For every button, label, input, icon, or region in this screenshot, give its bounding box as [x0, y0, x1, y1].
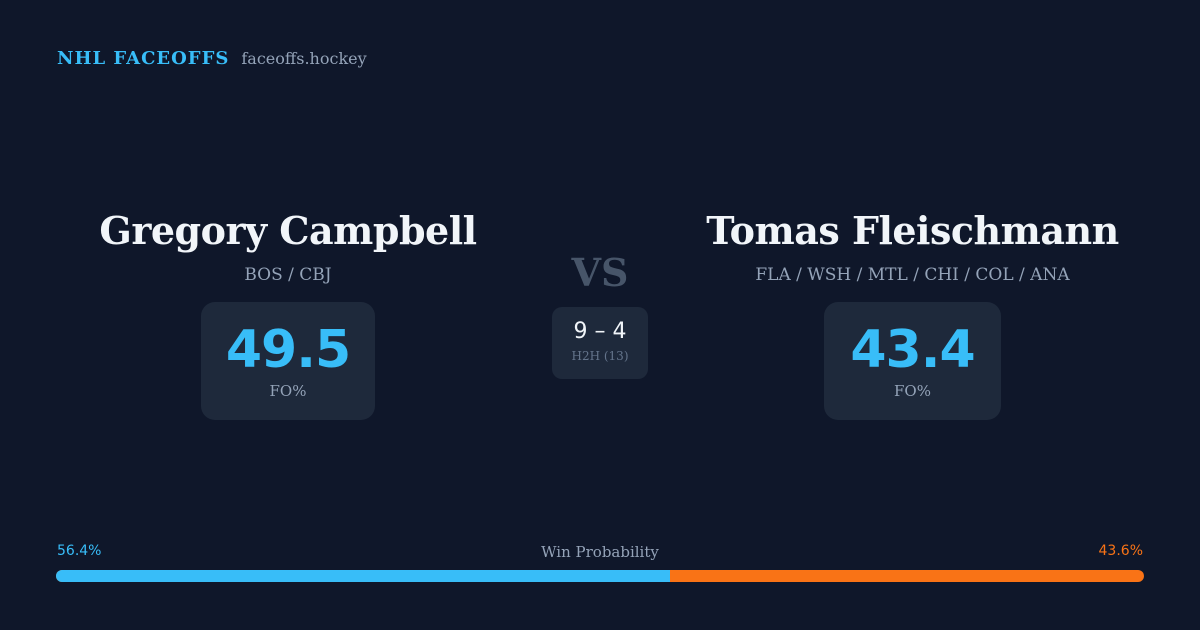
player-right-teams: FLA / WSH / MTL / CHI / COL / ANA — [755, 265, 1070, 285]
player-left-fo-card: 49.5 FO% — [201, 302, 375, 420]
win-probability-left-label: 56.4% — [57, 543, 102, 559]
player-right-fo-label: FO% — [894, 382, 931, 400]
player-right-fo-card: 43.4 FO% — [824, 302, 1001, 420]
brand-name: NHL FACEOFFS — [57, 48, 230, 69]
h2h-score: 9 – 4 — [573, 319, 627, 344]
brand-header: NHL FACEOFFS faceoffs.hockey — [57, 48, 367, 69]
win-probability-bar — [56, 570, 1144, 582]
player-left-teams: BOS / CBJ — [244, 265, 332, 285]
versus-label: VS — [571, 250, 629, 295]
h2h-card: 9 – 4 H2H (13) — [552, 307, 648, 379]
h2h-label: H2H (13) — [571, 349, 629, 363]
win-probability-right-label: 43.6% — [1098, 543, 1143, 559]
player-left: Gregory Campbell BOS / CBJ — [88, 205, 488, 285]
player-left-fo-label: FO% — [269, 382, 307, 400]
player-right-fo-value: 43.4 — [850, 320, 975, 380]
player-left-fo-value: 49.5 — [225, 320, 351, 380]
player-left-name: Gregory Campbell — [99, 208, 477, 253]
win-probability-bar-left-fill — [56, 570, 670, 582]
brand-domain: faceoffs.hockey — [241, 49, 367, 68]
win-probability-title: Win Probability — [541, 543, 659, 561]
player-right: Tomas Fleischmann FLA / WSH / MTL / CHI … — [700, 205, 1125, 285]
player-right-name: Tomas Fleischmann — [706, 208, 1119, 253]
